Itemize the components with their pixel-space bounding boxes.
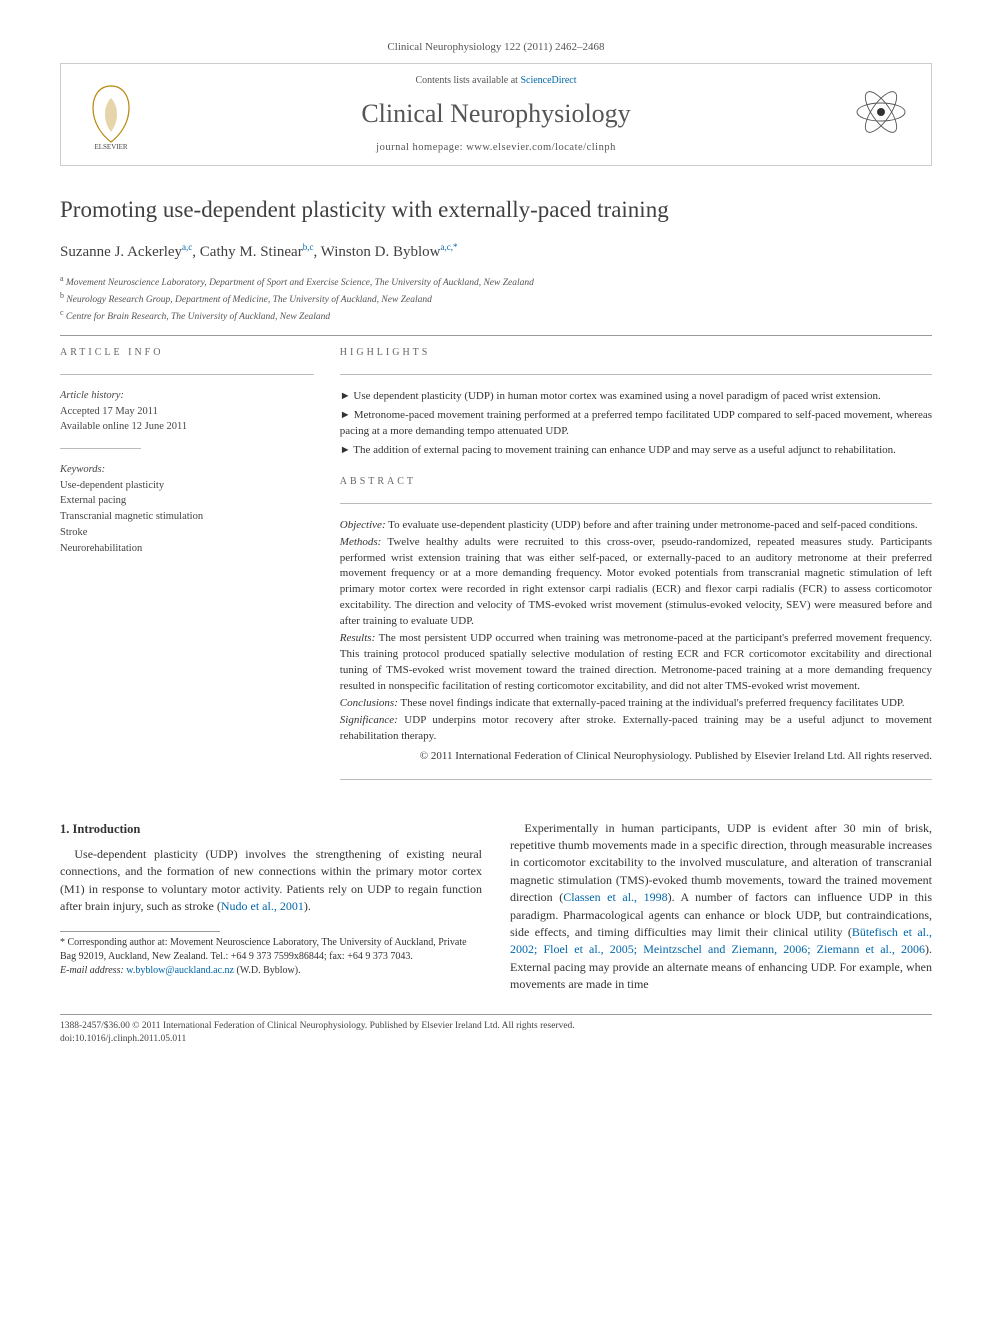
author-3: , Winston D. Byblow [313,244,440,260]
affiliations: a Movement Neuroscience Laboratory, Depa… [60,273,932,325]
abstract-body: Objective: To evaluate use-dependent pla… [340,518,932,765]
aff-b: Neurology Research Group, Department of … [66,295,432,305]
article-info-column: ARTICLE INFO Article history: Accepted 1… [60,346,314,794]
sciencedirect-link[interactable]: ScienceDirect [520,75,576,86]
abs-methods-text: Twelve healthy adults were recruited to … [340,536,932,628]
corresponding-footnote: * Corresponding author at: Movement Neur… [60,931,482,978]
info-rule-2 [60,448,141,449]
email-label: E-mail address: [60,965,124,976]
history-online: Available online 12 June 2011 [60,421,187,432]
journal-name: Clinical Neurophysiology [141,96,851,132]
keyword: Neurorehabilitation [60,543,142,554]
corresponding-star: * [453,242,458,252]
keyword: Use-dependent plasticity [60,480,164,491]
abstract-column: HIGHLIGHTS ► Use dependent plasticity (U… [340,346,932,794]
history-accepted: Accepted 17 May 2011 [60,406,158,417]
citation-link[interactable]: Classen et al., 1998 [563,890,667,904]
highlight-item: ► The addition of external pacing to mov… [340,443,932,459]
author-list: Suzanne J. Ackerleya,c, Cathy M. Stinear… [60,241,932,263]
body-paragraph: Use-dependent plasticity (UDP) involves … [60,846,482,916]
highlights-body: ► Use dependent plasticity (UDP) in huma… [340,389,932,459]
author-2-aff: b,c [303,242,314,252]
abstract-copyright: © 2011 International Federation of Clini… [340,749,932,765]
history-label: Article history: [60,389,314,404]
abs-significance-label: Significance: [340,714,398,726]
keyword: Transcranial magnetic stimulation [60,511,203,522]
abs-results-label: Results: [340,632,375,644]
abs-results-text: The most persistent UDP occurred when tr… [340,632,932,692]
keyword: External pacing [60,495,126,506]
footer-copyright: 1388-2457/$36.00 © 2011 International Fe… [60,1020,932,1033]
abs-conclusions-label: Conclusions: [340,697,398,709]
section-title: Introduction [73,822,141,836]
author-3-aff: a,c, [441,242,454,252]
section-number: 1. [60,822,69,836]
abs-objective-label: Objective: [340,519,386,531]
page-footer: 1388-2457/$36.00 © 2011 International Fe… [60,1014,932,1047]
article-info-heading: ARTICLE INFO [60,346,314,360]
abs-significance-text: UDP underpins motor recovery after strok… [340,714,932,742]
aff-sup-a: a [60,274,64,283]
aff-a: Movement Neuroscience Laboratory, Depart… [66,278,534,288]
keyword: Stroke [60,527,87,538]
highlights-heading: HIGHLIGHTS [340,346,932,360]
abstract-rule [340,503,932,504]
abs-conclusions-text: These novel findings indicate that exter… [398,697,905,709]
highlights-rule [340,374,932,375]
history-text: Accepted 17 May 2011 Available online 12… [60,404,314,434]
keywords-label: Keywords: [60,463,314,478]
journal-homepage-line: journal homepage: www.elsevier.com/locat… [141,141,851,156]
corresponding-email-link[interactable]: w.byblow@auckland.ac.nz [126,965,234,976]
elsevier-label: ELSEVIER [94,143,127,150]
contents-avail-prefix: Contents lists available at [415,75,520,86]
aff-sup-b: b [60,291,64,300]
contents-available-line: Contents lists available at ScienceDirec… [141,74,851,88]
highlight-item: ► Use dependent plasticity (UDP) in huma… [340,389,932,405]
section-heading: 1. Introduction [60,820,482,838]
aff-c: Centre for Brain Research, The Universit… [66,313,330,323]
homepage-url: www.elsevier.com/locate/clinph [466,142,616,153]
abs-objective-text: To evaluate use-dependent plasticity (UD… [386,519,918,531]
abs-methods-label: Methods: [340,536,382,548]
elsevier-logo: ELSEVIER [81,80,141,150]
journal-header-box: ELSEVIER Contents lists available at Sci… [60,63,932,166]
aff-sup-c: c [60,308,64,317]
citation-link[interactable]: Nudo et al., 2001 [221,899,304,913]
keywords-list: Use-dependent plasticity External pacing… [60,478,314,557]
info-rule-1 [60,374,314,375]
abstract-bottom-rule [340,779,932,780]
citation-header: Clinical Neurophysiology 122 (2011) 2462… [60,40,932,55]
journal-cover-icon [851,80,911,150]
author-1: Suzanne J. Ackerley [60,244,182,260]
corresponding-author-text: * Corresponding author at: Movement Neur… [60,936,482,964]
abstract-heading: ABSTRACT [340,475,932,489]
body-text: ). [304,899,311,913]
author-1-aff: a,c [182,242,192,252]
article-body: 1. Introduction Use-dependent plasticity… [60,820,932,994]
footer-doi: doi:10.1016/j.clinph.2011.05.011 [60,1033,932,1046]
horizontal-rule [60,335,932,336]
author-2: , Cathy M. Stinear [192,244,302,260]
homepage-prefix: journal homepage: [376,142,466,153]
highlight-item: ► Metronome-paced movement training perf… [340,408,932,440]
article-title: Promoting use-dependent plasticity with … [60,194,932,226]
body-paragraph: Experimentally in human participants, UD… [510,820,932,994]
email-suffix: (W.D. Byblow). [234,965,301,976]
